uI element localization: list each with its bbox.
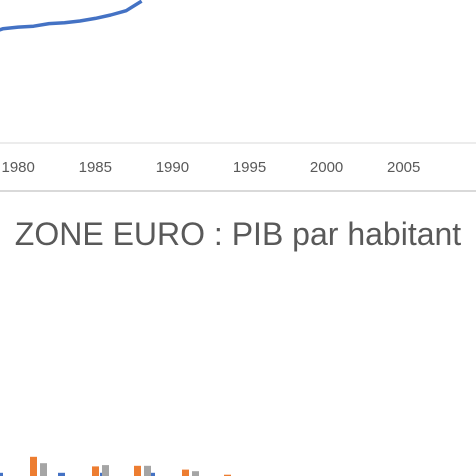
bar (134, 465, 141, 476)
chart-divider (0, 190, 476, 192)
bar (0, 472, 3, 476)
chart-title: ZONE EURO : PIB par habitant (14, 216, 462, 252)
bar (182, 469, 189, 476)
x-tick-label: 1980 (2, 159, 35, 176)
bar (224, 474, 231, 476)
bar (58, 472, 65, 476)
x-tick-label: 2000 (310, 159, 343, 176)
bar (102, 465, 109, 476)
x-tick-label: 2005 (387, 159, 420, 176)
bar-chart (0, 456, 231, 476)
bar (148, 472, 155, 476)
x-tick-label: 1985 (79, 159, 112, 176)
bar (30, 456, 37, 476)
bar (92, 466, 99, 476)
line-chart: 1975198019851990199520002005 (0, 0, 476, 176)
bar (192, 471, 199, 476)
bar (144, 465, 151, 476)
x-tick-label: 1990 (156, 159, 189, 176)
x-tick-label: 1995 (233, 159, 266, 176)
series-line-0 (0, 0, 143, 32)
bar (40, 463, 47, 476)
